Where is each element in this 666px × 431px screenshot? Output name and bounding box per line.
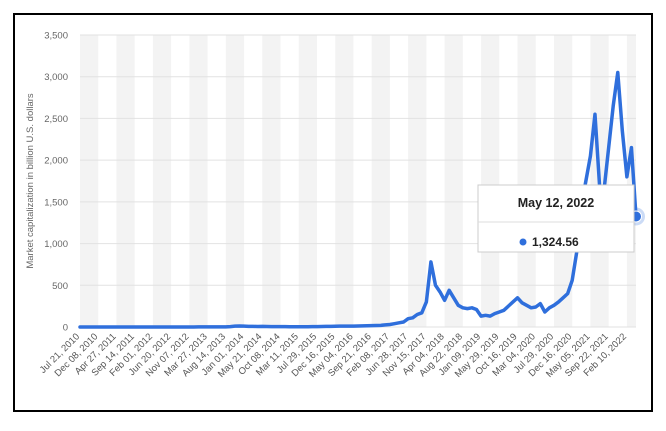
stripe <box>444 35 463 327</box>
stripe <box>298 35 317 327</box>
tooltip-value: 1,324.56 <box>532 235 579 249</box>
y-tick-label: 2,500 <box>44 114 68 125</box>
stripe <box>481 35 500 327</box>
stripe <box>116 35 135 327</box>
background-stripes <box>80 35 636 327</box>
y-axis-label: Market capitalization in billion U.S. do… <box>25 93 36 269</box>
tooltip-title: May 12, 2022 <box>518 196 594 210</box>
stripe <box>189 35 208 327</box>
stripe <box>262 35 281 327</box>
stripe <box>335 35 354 327</box>
stripe <box>152 35 172 327</box>
stripe <box>626 35 636 327</box>
stripe <box>408 35 427 327</box>
stripe <box>553 35 573 327</box>
y-tick-label: 1,500 <box>44 197 68 208</box>
series-line <box>78 70 638 329</box>
tooltip-dot <box>519 238 527 246</box>
stripe <box>225 35 245 327</box>
tooltip-box <box>477 184 635 253</box>
y-tick-label: 500 <box>52 281 68 292</box>
stripe <box>517 35 536 327</box>
y-tick-label: 1,000 <box>44 239 68 250</box>
y-tick-label: 0 <box>63 323 68 334</box>
y-tick-label: 2,000 <box>44 156 68 167</box>
y-tick-label: 3,000 <box>44 72 68 83</box>
tooltip: May 12, 2022 1,324.56 <box>477 184 635 253</box>
stripe <box>371 35 390 327</box>
y-tick-label: 3,500 <box>44 31 68 42</box>
stripe <box>80 35 99 327</box>
